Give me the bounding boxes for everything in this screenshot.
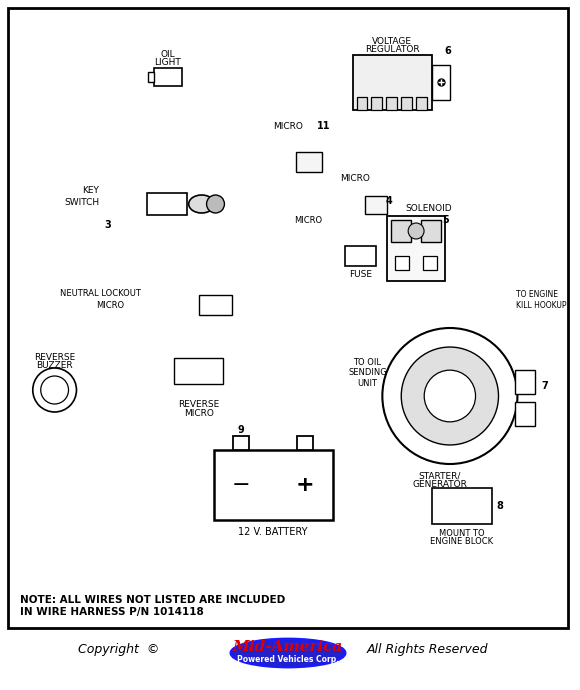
Text: REGULATOR: REGULATOR — [365, 44, 419, 54]
Text: Copyright  ©: Copyright © — [78, 644, 160, 656]
Text: SOLENOID: SOLENOID — [405, 204, 452, 213]
Bar — [416, 97, 427, 110]
Text: Powered Vehicles Corp.: Powered Vehicles Corp. — [237, 655, 339, 664]
Bar — [357, 97, 368, 110]
Text: VOLTAGE: VOLTAGE — [372, 37, 412, 46]
Circle shape — [33, 368, 77, 412]
Text: +: + — [296, 475, 314, 495]
Text: GolfCartPartsDirect: GolfCartPartsDirect — [136, 299, 440, 421]
Text: 7: 7 — [542, 381, 549, 391]
Bar — [392, 220, 411, 242]
Bar — [297, 436, 313, 450]
Text: KEY: KEY — [82, 186, 99, 195]
Circle shape — [382, 328, 517, 464]
Text: 6: 6 — [444, 46, 451, 56]
Text: 9: 9 — [238, 425, 245, 435]
Text: OIL: OIL — [161, 50, 175, 59]
Bar — [296, 152, 322, 172]
Bar — [395, 256, 409, 270]
Text: SWITCH: SWITCH — [64, 197, 99, 206]
Bar — [423, 256, 437, 270]
Bar — [365, 196, 387, 214]
Circle shape — [206, 195, 224, 213]
Text: REVERSE: REVERSE — [178, 400, 219, 408]
Bar — [432, 65, 450, 100]
Text: MICRO: MICRO — [184, 408, 213, 417]
Text: BUZZER: BUZZER — [37, 360, 73, 370]
Ellipse shape — [231, 639, 345, 667]
Text: 12 V. BATTERY: 12 V. BATTERY — [238, 527, 308, 537]
Ellipse shape — [188, 195, 215, 213]
Bar — [353, 55, 432, 110]
Bar — [147, 193, 187, 215]
Text: All Rights Reserved: All Rights Reserved — [367, 644, 488, 656]
Text: 11: 11 — [317, 121, 330, 131]
Bar — [213, 450, 333, 520]
Bar — [198, 295, 233, 315]
Text: −: − — [232, 475, 251, 495]
Circle shape — [408, 223, 424, 239]
Text: MICRO: MICRO — [340, 173, 371, 182]
Text: FUSE: FUSE — [349, 270, 372, 279]
Text: STARTER/: STARTER/ — [419, 471, 461, 480]
Bar — [174, 358, 223, 384]
Text: TO OIL
SENDING
UNIT: TO OIL SENDING UNIT — [348, 358, 387, 388]
Bar — [386, 97, 397, 110]
Bar — [148, 72, 154, 82]
Text: Mid-America: Mid-America — [233, 640, 343, 654]
Bar — [371, 97, 382, 110]
Text: 4: 4 — [386, 196, 393, 206]
Bar — [8, 8, 568, 628]
Bar — [432, 488, 492, 524]
Text: 8: 8 — [496, 501, 503, 511]
Text: 3: 3 — [104, 220, 111, 230]
Text: GENERATOR: GENERATOR — [412, 480, 467, 489]
Circle shape — [41, 376, 68, 404]
Text: LIGHT: LIGHT — [154, 57, 181, 66]
Bar — [345, 246, 376, 266]
Text: MICRO: MICRO — [273, 121, 303, 130]
Text: TO ENGINE
KILL HOOKUP: TO ENGINE KILL HOOKUP — [516, 290, 567, 310]
Text: NEUTRAL LOCKOUT: NEUTRAL LOCKOUT — [60, 288, 140, 297]
Bar — [401, 97, 412, 110]
Text: 5: 5 — [443, 215, 450, 225]
Bar — [516, 370, 535, 394]
Text: ENGINE BLOCK: ENGINE BLOCK — [430, 538, 494, 546]
Text: NOTE: ALL WIRES NOT LISTED ARE INCLUDED: NOTE: ALL WIRES NOT LISTED ARE INCLUDED — [20, 595, 285, 605]
Text: MICRO: MICRO — [96, 301, 125, 310]
Text: REVERSE: REVERSE — [34, 353, 75, 362]
Circle shape — [401, 347, 498, 445]
Bar — [233, 436, 249, 450]
Bar — [387, 216, 445, 281]
Bar — [516, 402, 535, 426]
Circle shape — [424, 370, 476, 422]
Text: MICRO: MICRO — [294, 215, 322, 224]
Text: IN WIRE HARNESS P/N 1014118: IN WIRE HARNESS P/N 1014118 — [20, 607, 204, 617]
Bar — [421, 220, 441, 242]
Bar — [154, 68, 182, 86]
Text: MOUNT TO: MOUNT TO — [439, 529, 485, 538]
